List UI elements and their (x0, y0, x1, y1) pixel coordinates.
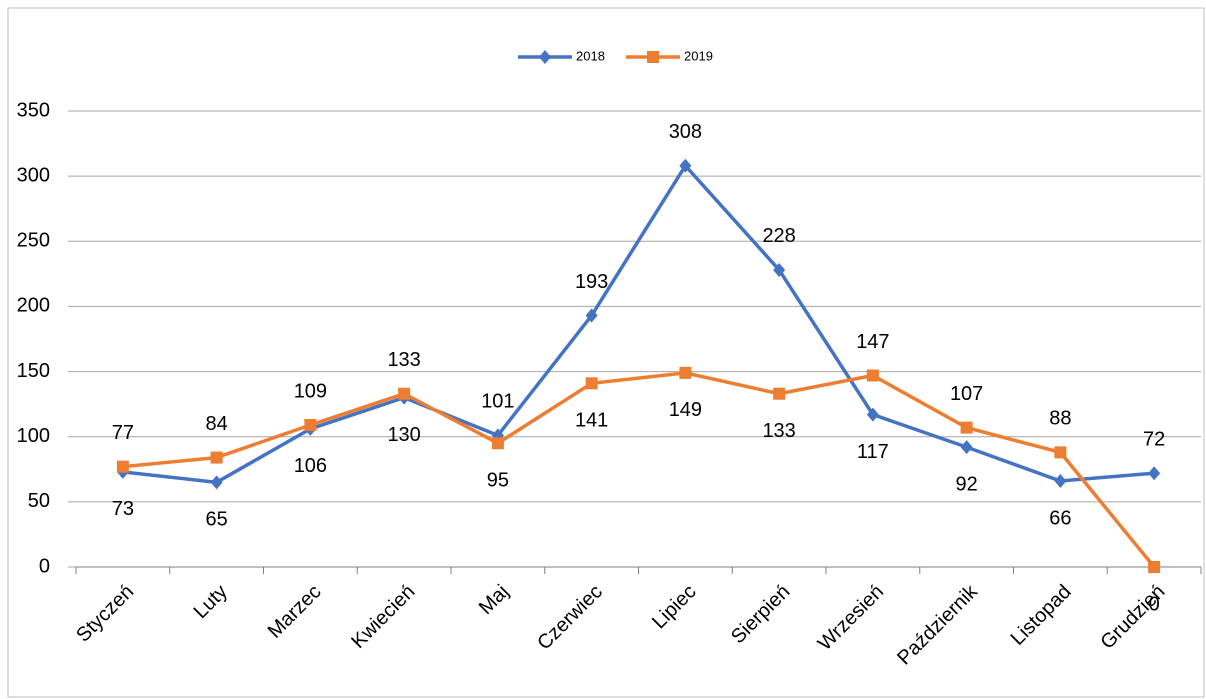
marker (210, 475, 223, 490)
y-tick-label: 350 (17, 99, 50, 121)
data-label: 308 (669, 121, 702, 143)
y-tick-label: 300 (17, 164, 50, 186)
marker (773, 262, 786, 277)
series-line (122, 371, 1156, 569)
marker (585, 308, 598, 323)
marker (539, 50, 551, 64)
data-label: 101 (481, 391, 514, 413)
chart-border (7, 7, 1205, 698)
marker (116, 460, 129, 473)
data-label: 149 (669, 399, 702, 421)
data-label: 73 (112, 498, 134, 520)
marker (304, 418, 317, 431)
data-label: 84 (206, 413, 228, 435)
marker (866, 369, 879, 382)
data-label: 141 (575, 410, 608, 432)
marker (1054, 446, 1067, 459)
marker (647, 51, 659, 63)
data-label: 88 (1049, 408, 1071, 430)
marker (210, 451, 223, 464)
marker (585, 377, 598, 390)
data-label: 95 (487, 470, 509, 492)
y-tick-label: 100 (17, 425, 50, 447)
legend-label: 2018 (576, 48, 605, 63)
data-label: 109 (294, 380, 327, 402)
data-label: 107 (950, 383, 983, 405)
y-tick-label: 0 (39, 555, 50, 577)
data-label: 193 (575, 271, 608, 293)
data-label: 228 (762, 225, 795, 247)
data-label: 65 (206, 509, 228, 531)
marker (866, 407, 879, 422)
data-label: 130 (387, 424, 420, 446)
marker (679, 158, 692, 173)
data-label: 0 (1149, 593, 1160, 615)
marker (679, 366, 692, 379)
data-label: 72 (1143, 428, 1165, 450)
marker (1148, 466, 1161, 481)
series-line (122, 162, 1155, 485)
marker (960, 440, 973, 455)
marker (1054, 474, 1067, 489)
y-tick-label: 200 (17, 295, 50, 317)
legend-label: 2019 (684, 48, 713, 63)
data-label: 106 (294, 455, 327, 477)
data-label: 147 (856, 331, 889, 353)
y-tick-label: 250 (17, 230, 50, 252)
marker (491, 437, 504, 450)
marker (1148, 561, 1161, 573)
data-label: 66 (1049, 507, 1071, 529)
data-label: 133 (387, 349, 420, 371)
y-tick-label: 150 (17, 360, 50, 382)
marker (960, 421, 973, 434)
data-label: 77 (112, 422, 134, 444)
marker (773, 387, 786, 400)
y-tick-label: 50 (28, 490, 50, 512)
marker (398, 387, 411, 400)
data-label: 117 (857, 441, 889, 463)
data-label: 133 (762, 420, 795, 442)
data-label: 92 (956, 473, 978, 495)
